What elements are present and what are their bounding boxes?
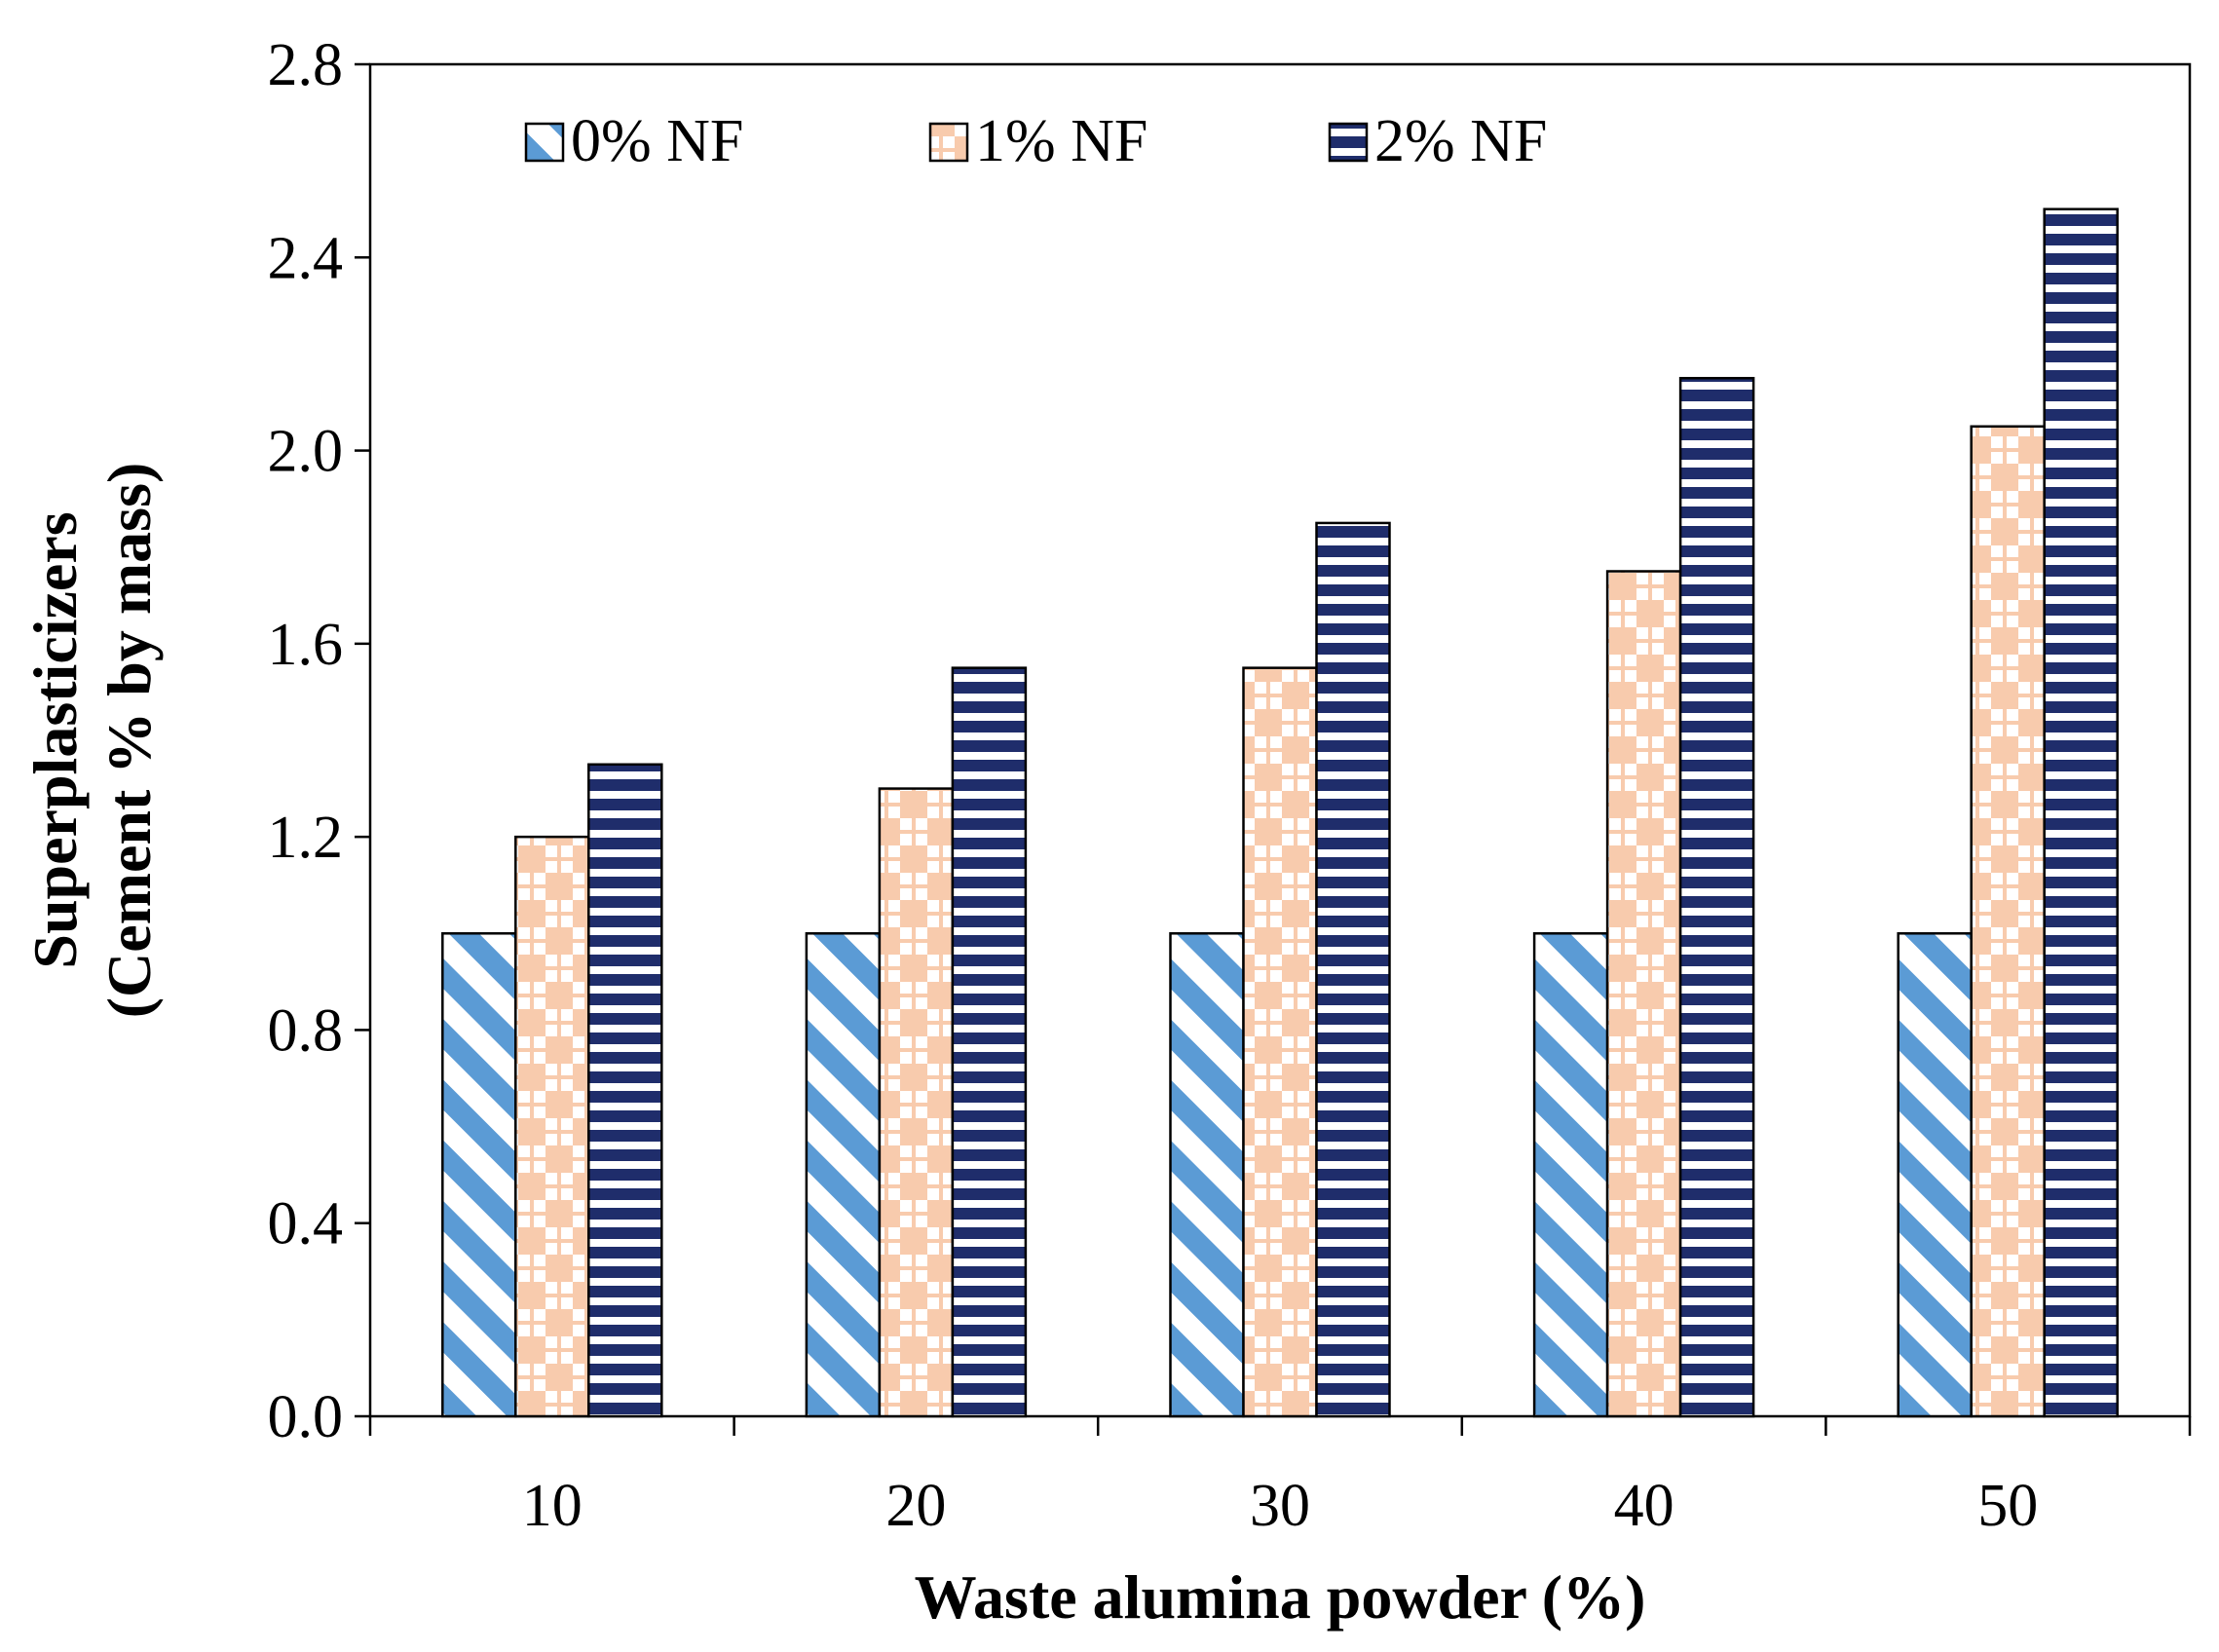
y-tick-label: 0.0 [268, 1384, 344, 1450]
bar-0-nf-40 [1532, 932, 1609, 1418]
x-tick-label: 50 [1977, 1473, 2038, 1539]
bar-0-nf-30 [1169, 932, 1245, 1418]
y-tick-label: 0.4 [268, 1191, 344, 1258]
bar-2-nf-10 [587, 763, 663, 1418]
bar-1-nf-30 [1242, 666, 1318, 1418]
x-axis-title: Waste alumina powder (%) [915, 1562, 1646, 1632]
y-tick-label: 1.2 [268, 805, 344, 871]
y-tick-label: 2.0 [268, 419, 344, 485]
bar-2-nf-40 [1678, 376, 1755, 1418]
legend-swatch-1-nf [928, 122, 969, 163]
x-tick-label: 20 [885, 1473, 946, 1539]
legend: 0% NF 1% NF 2% NF [524, 108, 1547, 174]
x-tick-label: 30 [1250, 1473, 1310, 1539]
y-axis-title-line1: Superplasticizers [20, 511, 90, 968]
legend-label: 0% NF [571, 108, 743, 174]
legend-label: 2% NF [1374, 108, 1547, 174]
legend-label: 1% NF [975, 108, 1147, 174]
bar-1-nf-10 [514, 835, 590, 1418]
y-tick-label: 1.6 [268, 612, 344, 678]
y-tick-label: 2.8 [268, 32, 344, 98]
bar-1-nf-50 [1970, 425, 2046, 1418]
bar-0-nf-50 [1897, 932, 1973, 1418]
axes-group: 0.0 0.4 0.8 1.2 1.6 2.0 2.4 2.8 10 20 30 40 50 [268, 32, 2192, 1539]
bar-1-nf-20 [878, 787, 955, 1418]
x-tick-label: 10 [522, 1473, 583, 1539]
bar-0-nf-10 [441, 932, 517, 1418]
legend-swatch-2-nf [1328, 122, 1369, 163]
y-axis-title: Superplasticizers(Cement % by mass) [20, 463, 164, 1019]
bars-group [441, 207, 2119, 1418]
y-tick-label: 2.4 [268, 225, 344, 291]
bar-2-nf-50 [2043, 207, 2119, 1418]
bar-2-nf-30 [1315, 521, 1391, 1418]
y-tick-label: 0.8 [268, 997, 344, 1064]
y-axis-title-line2: (Cement % by mass) [94, 463, 164, 1019]
bar-0-nf-20 [805, 932, 882, 1418]
legend-swatch-0-nf [524, 122, 565, 163]
x-tick-label: 40 [1614, 1473, 1674, 1539]
bar-1-nf-40 [1605, 570, 1682, 1418]
axis-titles: Waste alumina powder (%) Superplasticizer… [20, 463, 1645, 1632]
bar-2-nf-20 [951, 666, 1028, 1418]
